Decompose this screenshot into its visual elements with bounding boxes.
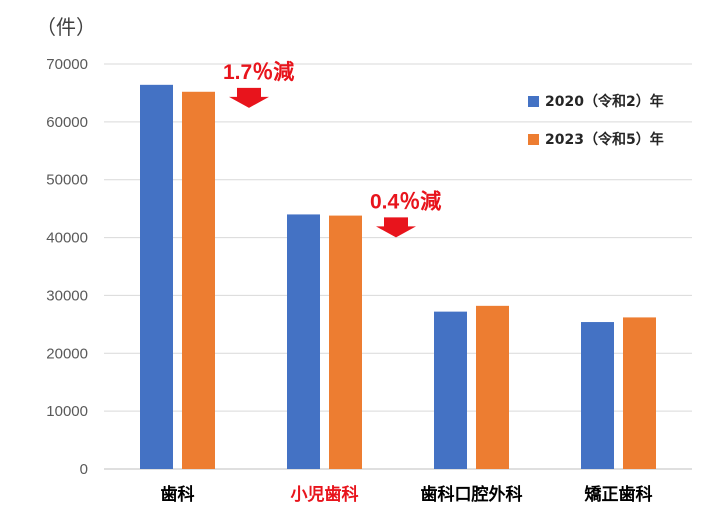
y-tick-label: 60000: [46, 114, 88, 131]
x-tick-label: 矯正歯科: [585, 484, 653, 505]
y-tick-label: 40000: [46, 230, 88, 247]
bar: [287, 214, 320, 469]
bar: [329, 215, 362, 469]
decrease-arrow-icon: [229, 87, 269, 108]
bar: [182, 91, 215, 470]
legend-swatch: [528, 134, 539, 145]
y-unit-label: （件）: [36, 15, 96, 39]
bar: [581, 322, 614, 469]
legend: 2020（令和2）年 2023（令和5）年: [528, 93, 664, 148]
y-tick-label: 50000: [46, 172, 88, 189]
bar: [476, 305, 509, 469]
legend-label: 2023（令和5）年: [545, 131, 664, 148]
y-tick-label: 30000: [46, 287, 88, 304]
bar: [140, 84, 173, 469]
bar: [623, 317, 656, 469]
decrease-arrow-icon: [376, 217, 416, 238]
x-tick-label: 小児歯科: [291, 484, 359, 505]
x-tick-label: 歯科口腔外科: [421, 484, 523, 505]
bar: [434, 311, 467, 469]
y-axis: 0 10000 20000 30000 40000 50000 60000 70000: [46, 56, 88, 478]
annotations: 1.7％減 0.4％減: [223, 60, 441, 238]
annotation-label: 0.4％減: [370, 189, 441, 213]
bars: [140, 84, 656, 470]
legend-label: 2020（令和2）年: [545, 93, 664, 110]
y-tick-label: 20000: [46, 345, 88, 362]
y-tick-label: 70000: [46, 56, 88, 73]
y-tick-label: 0: [80, 461, 88, 478]
legend-swatch: [528, 96, 539, 107]
x-tick-label: 歯科: [161, 484, 195, 505]
x-axis: 歯科 小児歯科 歯科口腔外科 矯正歯科: [161, 484, 653, 505]
y-tick-label: 10000: [46, 403, 88, 420]
annotation-label: 1.7％減: [223, 60, 294, 84]
